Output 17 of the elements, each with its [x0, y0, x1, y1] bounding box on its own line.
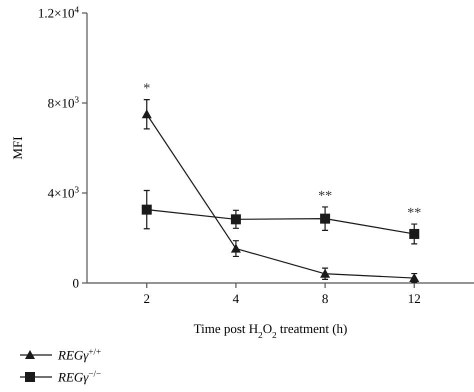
x-tick-label: 2	[143, 291, 150, 306]
annotation: **	[318, 188, 332, 204]
point	[320, 214, 330, 224]
point	[230, 214, 241, 224]
y-tick-label: 1.2×10$^{4}$	[38, 4, 80, 21]
legend-label: REGγ$^{+/+}$	[57, 346, 102, 363]
y-tick-label: 4×10$^{3}$	[48, 184, 80, 201]
y-axis-title: MFI	[10, 136, 25, 160]
x-tick-label: 12	[408, 291, 421, 306]
y-tick-label: 0	[72, 276, 79, 291]
x-tick-label: 8	[322, 291, 328, 306]
annotation: **	[407, 206, 422, 221]
y-tick-label: 8×10$^{3}$	[48, 94, 80, 111]
legend-label: REGγ$^{−/−}$	[57, 368, 102, 385]
annotation: *	[143, 82, 150, 97]
x-axis-title: Time post H$_{2}$O$_{2}$ treatment (h)	[194, 321, 348, 340]
x-tick-label: 4	[232, 291, 240, 306]
